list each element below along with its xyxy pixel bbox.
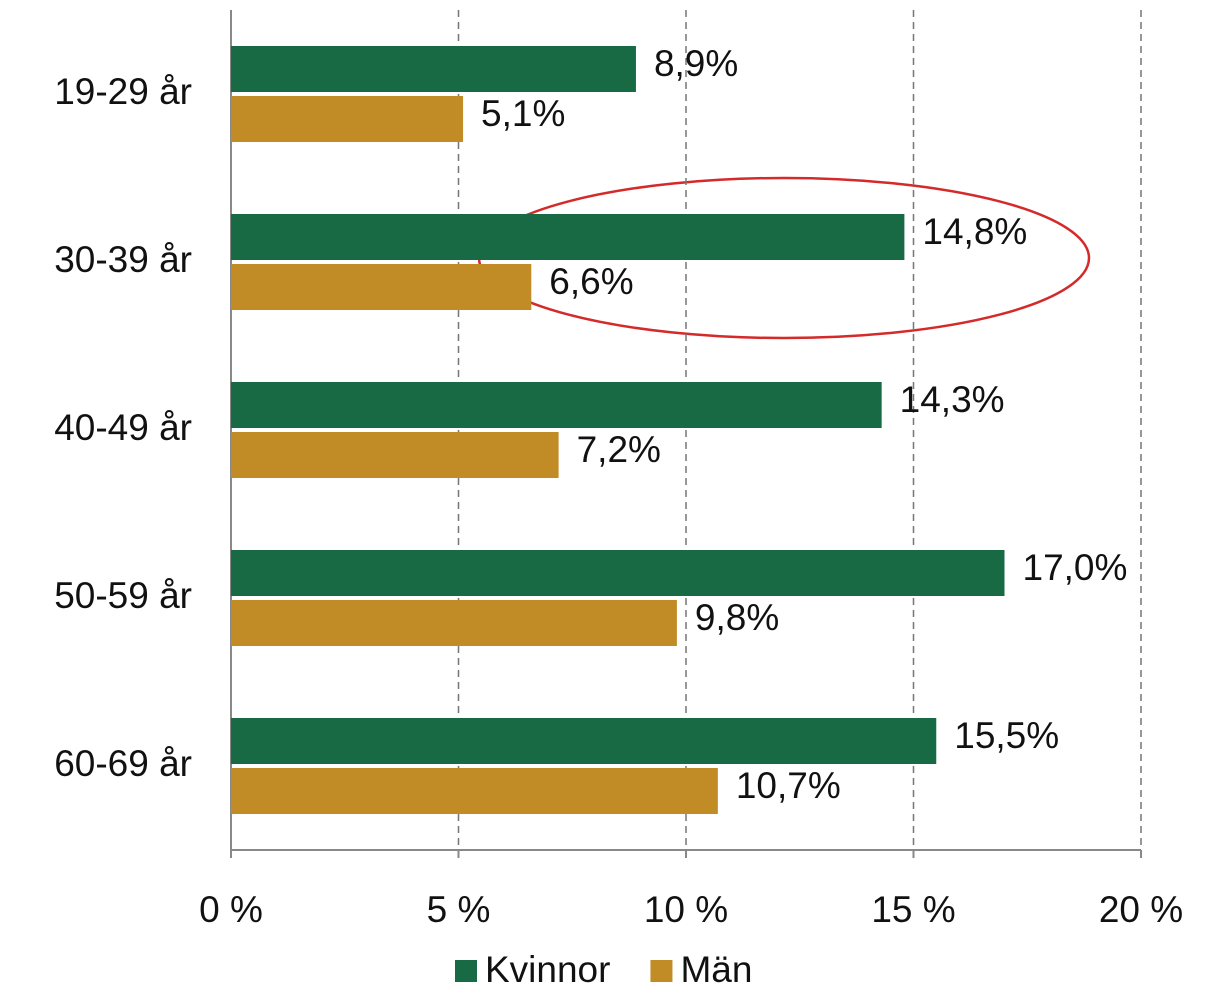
x-tick-label: 5 % [427,889,491,930]
legend-label: Kvinnor [485,949,610,990]
y-tick-label: 30-39 år [54,239,192,280]
y-tick-label: 60-69 år [54,743,192,784]
bar [231,382,882,428]
value-label: 8,9% [654,43,738,84]
bar [231,600,677,646]
bar [231,718,937,764]
value-label: 7,2% [577,429,661,470]
value-label: 14,8% [922,211,1027,252]
x-tick-label: 20 % [1099,889,1183,930]
bar [231,46,636,92]
legend-swatch [455,960,477,982]
y-tick-label: 19-29 år [54,71,192,112]
value-label: 9,8% [695,597,779,638]
y-tick-label: 40-49 år [54,407,192,448]
value-label: 15,5% [954,715,1059,756]
bar [231,264,532,310]
value-label: 5,1% [481,93,565,134]
bar [231,550,1005,596]
x-tick-label: 10 % [644,889,728,930]
bar [231,214,905,260]
y-tick-label: 50-59 år [54,575,192,616]
bar [231,768,718,814]
bar [231,96,464,142]
legend-swatch [650,960,673,982]
value-label: 10,7% [736,765,841,806]
x-tick-label: 15 % [871,889,955,930]
value-label: 14,3% [900,379,1005,420]
bar [231,432,559,478]
x-tick-label: 0 % [199,889,263,930]
legend-label: Män [680,949,752,990]
value-label: 17,0% [1023,547,1128,588]
value-label: 6,6% [549,261,633,302]
